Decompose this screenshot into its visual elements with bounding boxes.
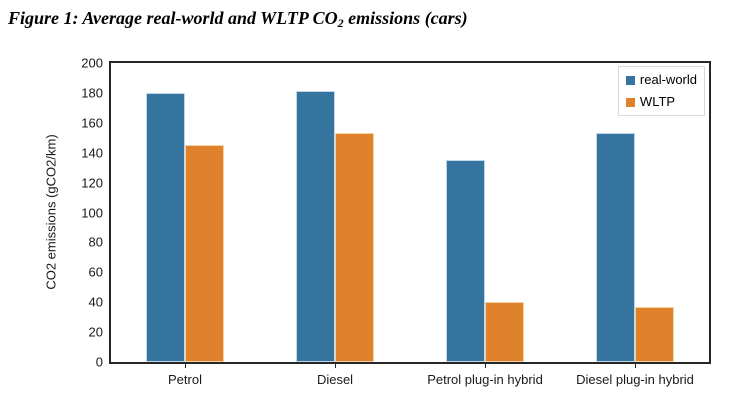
- y-tick-label-120: 120: [81, 175, 103, 191]
- legend-swatch-wltp-icon: [625, 97, 635, 107]
- x-category-label-petrol-plug-in-hybrid: Petrol plug-in hybrid: [427, 372, 543, 387]
- x-category-label-petrol: Petrol: [168, 372, 202, 387]
- bar-real-world-diesel: [296, 91, 335, 362]
- bar-wltp-diesel: [335, 133, 374, 362]
- bar-real-world-diesel-plug-in-hybrid: [596, 133, 635, 362]
- x-tick-mark-petrol-plug-in-hybrid: [485, 364, 486, 368]
- bar-real-world-petrol-plug-in-hybrid: [446, 160, 485, 362]
- x-tick-mark-petrol: [185, 364, 186, 368]
- bar-wltp-petrol: [185, 145, 224, 362]
- y-tick-label-60: 60: [88, 264, 103, 280]
- legend-item-wltp: WLTP: [625, 94, 697, 109]
- legend: real-world WLTP: [617, 66, 705, 116]
- figure-title-prefix: Figure 1: Average real-world and WLTP CO: [8, 8, 338, 28]
- figure-title: Figure 1: Average real-world and WLTP CO…: [8, 8, 468, 30]
- bar-wltp-diesel-plug-in-hybrid: [635, 306, 674, 362]
- y-tick-label-80: 80: [88, 234, 103, 250]
- y-tick-label-140: 140: [81, 145, 103, 161]
- y-tick-label-20: 20: [88, 324, 103, 340]
- figure-title-suffix: emissions (cars): [343, 8, 468, 28]
- y-tick-label-0: 0: [95, 354, 103, 370]
- y-tick-label-160: 160: [81, 115, 103, 131]
- x-tick-mark-diesel-plug-in-hybrid: [635, 364, 636, 368]
- x-category-label-diesel: Diesel: [316, 372, 354, 387]
- x-tick-mark-diesel: [335, 364, 336, 368]
- y-tick-label-40: 40: [88, 294, 103, 310]
- bar-wltp-petrol-plug-in-hybrid: [485, 302, 524, 362]
- legend-swatch-real-world-icon: [625, 75, 635, 85]
- legend-item-real-world: real-world: [625, 72, 697, 87]
- y-tick-label-100: 100: [81, 205, 103, 220]
- co2-subscript: 2: [337, 16, 344, 30]
- y-tick-label-200: 200: [81, 55, 103, 71]
- x-category-label-diesel-plug-in-hybrid: Diesel plug-in hybrid: [576, 372, 694, 387]
- bar-real-world-petrol: [146, 92, 185, 362]
- legend-label-wltp: WLTP: [639, 94, 676, 109]
- y-tick-label-180: 180: [81, 85, 103, 101]
- legend-label-real-world: real-world: [639, 72, 697, 87]
